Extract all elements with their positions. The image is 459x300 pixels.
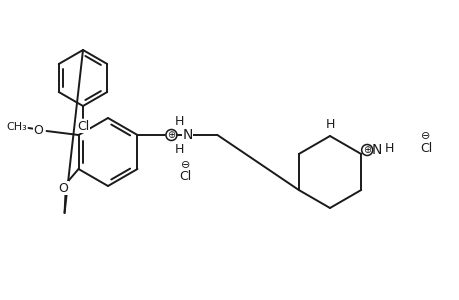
Text: H: H bbox=[325, 118, 334, 130]
Text: ⊕: ⊕ bbox=[362, 145, 370, 155]
Text: H: H bbox=[174, 115, 184, 128]
Text: CH₃: CH₃ bbox=[6, 122, 27, 132]
Text: H: H bbox=[174, 142, 184, 155]
Text: Cl: Cl bbox=[77, 119, 89, 133]
Text: O: O bbox=[58, 182, 68, 194]
Text: ⊖: ⊖ bbox=[420, 131, 430, 141]
Text: ⊖: ⊖ bbox=[180, 160, 190, 170]
Text: N: N bbox=[182, 128, 192, 142]
Text: O: O bbox=[34, 124, 44, 136]
Text: Cl: Cl bbox=[179, 170, 191, 184]
Text: Cl: Cl bbox=[419, 142, 431, 154]
Text: H: H bbox=[384, 142, 393, 154]
Text: ⊕: ⊕ bbox=[167, 130, 175, 140]
Text: N: N bbox=[371, 143, 381, 157]
